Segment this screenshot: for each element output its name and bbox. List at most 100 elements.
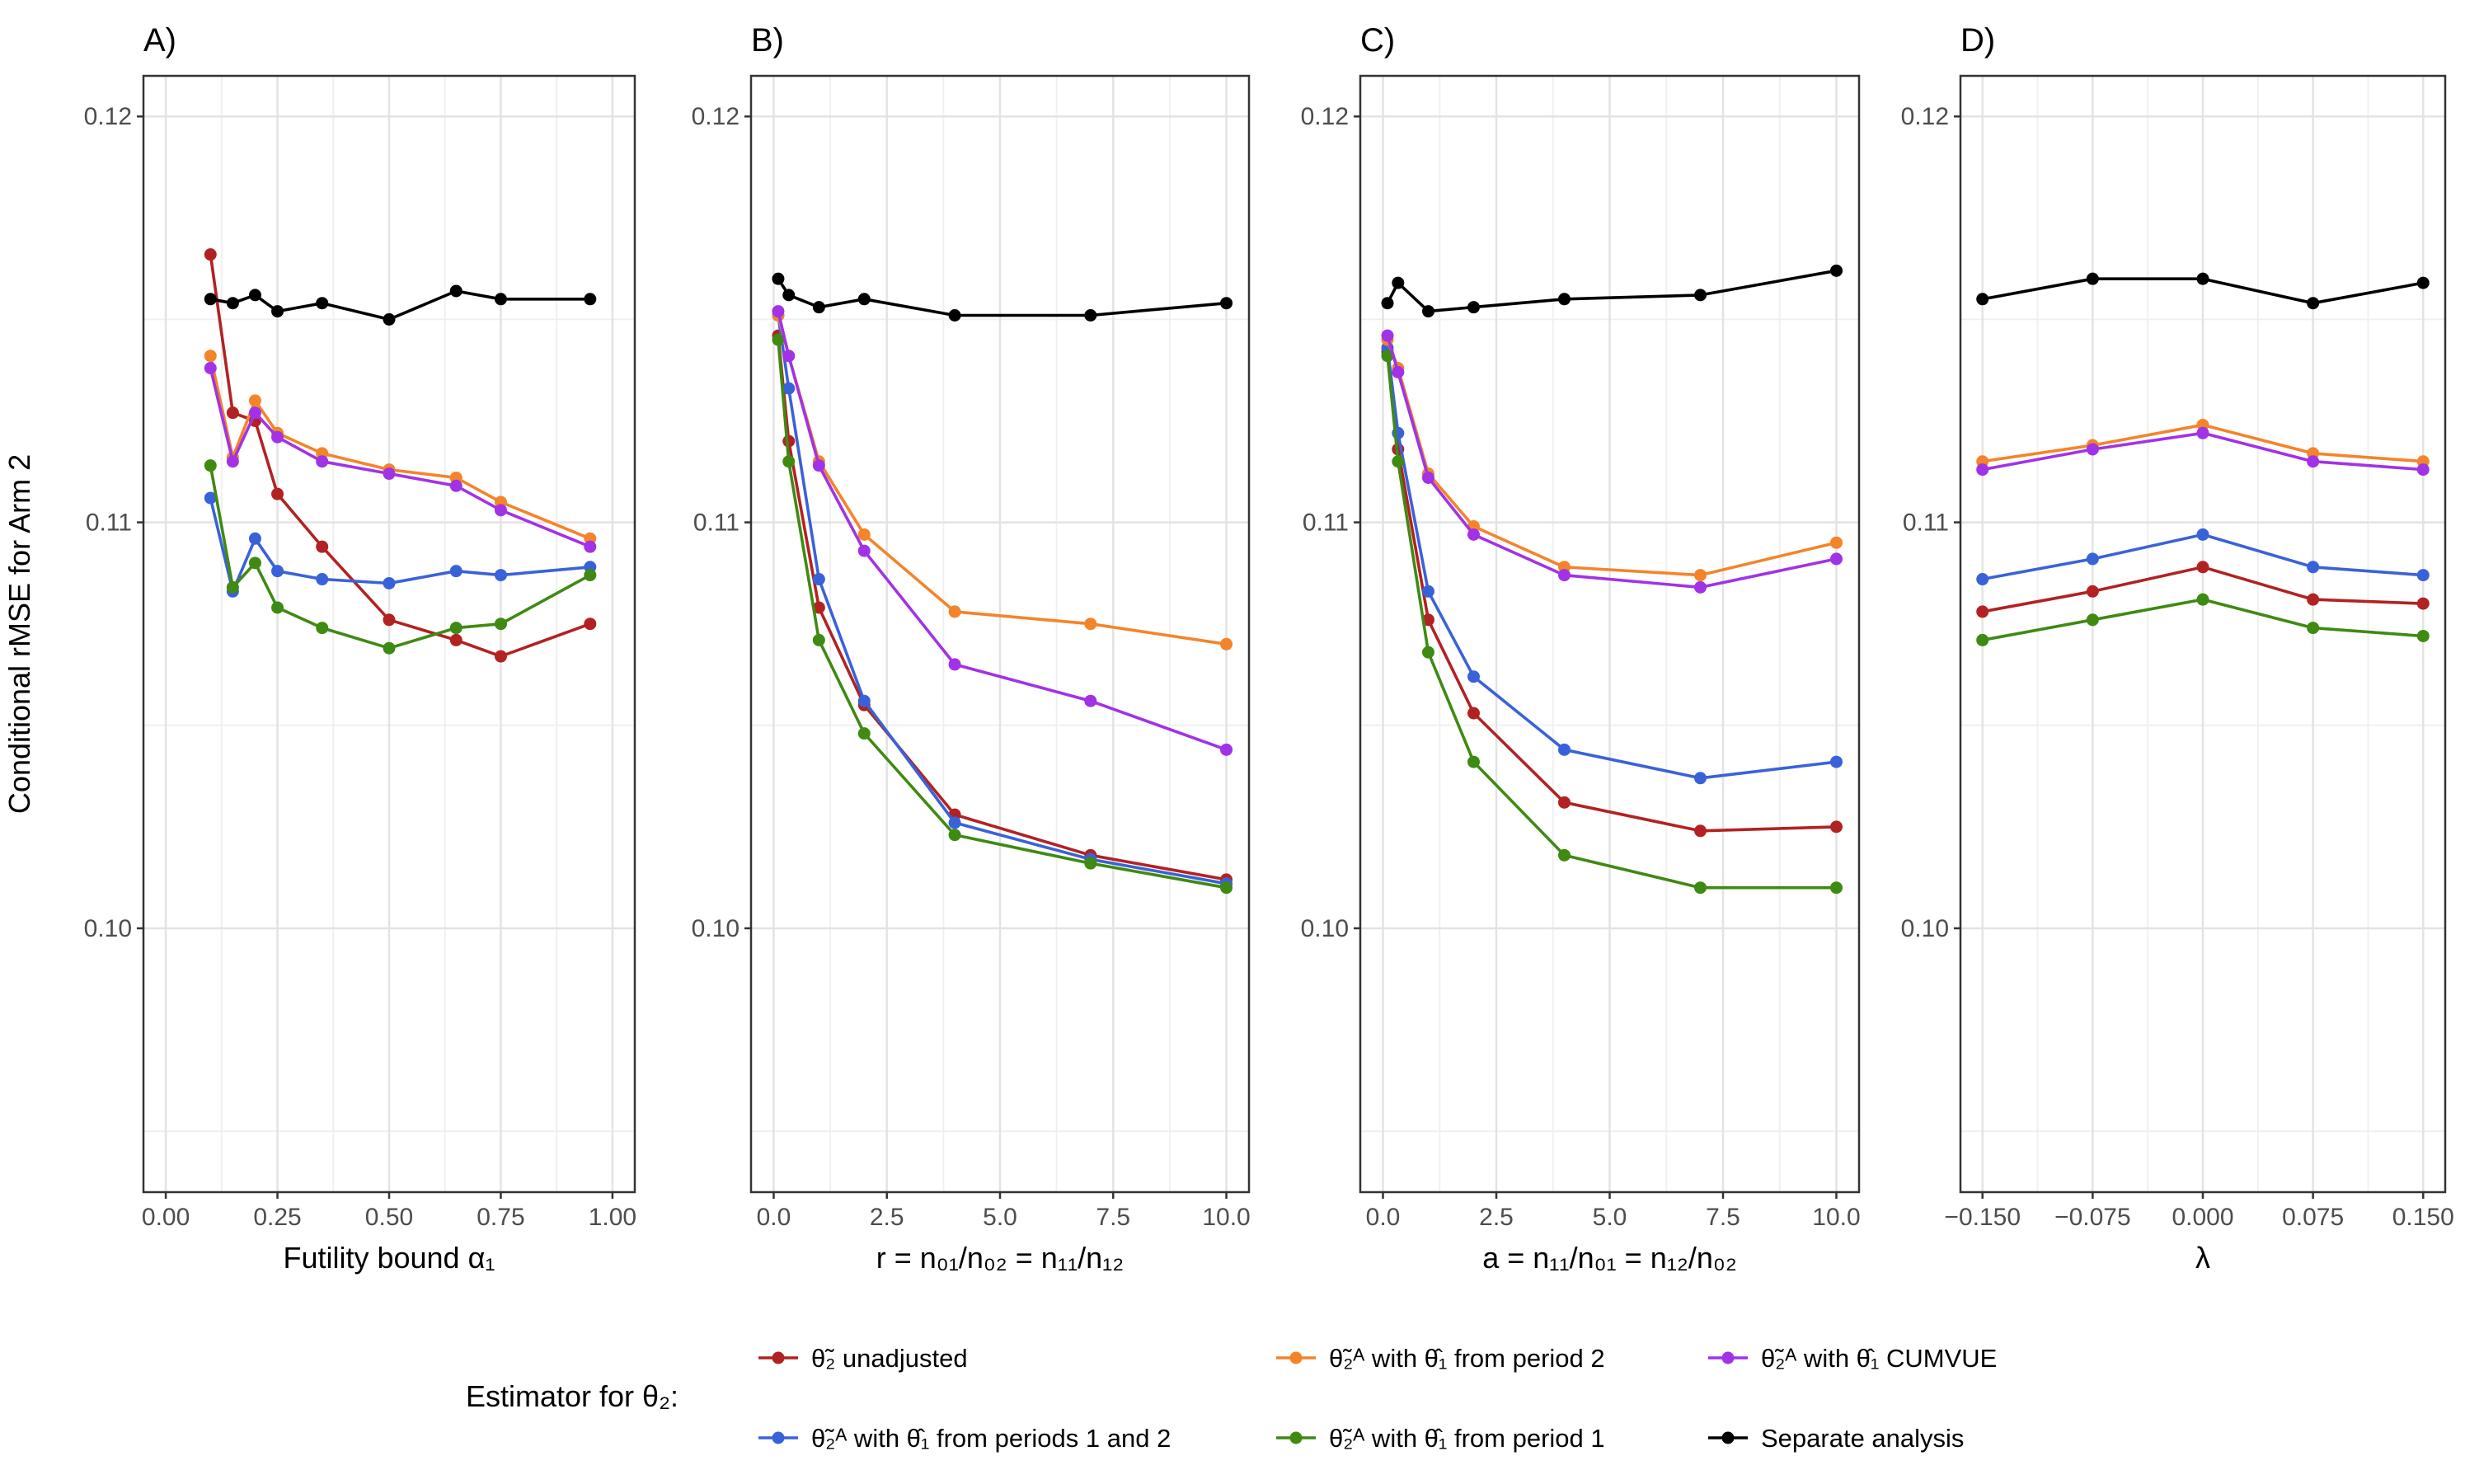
data-point [1558,293,1571,306]
data-point [226,580,239,594]
data-point [772,333,785,346]
data-point [2307,455,2320,468]
data-point [316,455,329,468]
y-axis-title: Conditional rMSE for Arm 2 [2,454,36,814]
data-point [1694,824,1707,838]
panel-b: 0.10 0.11 0.12 0.0 2.5 5.0 7.5 10.0 B) r = n₀₁/n₀… [692,22,1251,1275]
legend-key-point [1289,1431,1303,1444]
data-point [772,272,785,285]
legend-key-point [1721,1351,1735,1364]
data-point [2196,593,2209,606]
data-point [383,641,396,655]
data-point [1558,848,1571,862]
data-point [1558,796,1571,809]
data-point [204,248,217,261]
panel-a: 0.10 0.11 0.12 0.00 0.25 0.50 0.75 1.00 A) Futili… [84,22,636,1275]
data-point [2416,629,2430,642]
data-point [812,633,825,646]
data-point [1467,528,1480,541]
data-point [2196,426,2209,439]
x-tick-label: 0.25 [253,1204,301,1231]
data-point [1381,350,1394,363]
x-tick-label: 0.00 [142,1204,190,1231]
data-point [2196,561,2209,574]
data-point [1976,605,1989,618]
data-point [584,293,597,306]
data-point [316,573,329,586]
data-point [248,289,261,302]
x-tick-label: 0.0 [1366,1204,1401,1231]
data-point [248,406,261,420]
y-tick-label: 0.11 [1303,510,1349,537]
x-tick-label: 0.75 [477,1204,524,1231]
x-tick-label: 0.000 [2172,1204,2233,1231]
data-point [1976,633,1989,646]
series-line [1386,339,1837,577]
series-line [209,289,590,322]
legend-label: Separate analysis [1761,1424,1964,1453]
data-point [857,727,871,740]
data-point [271,487,284,500]
series-line [777,315,1227,646]
data-point [383,576,396,589]
x-tick-label: 5.0 [1593,1204,1627,1231]
data-point [1467,301,1480,314]
data-point [383,312,396,326]
data-point [494,650,507,663]
data-point [2086,443,2099,456]
x-tick-label: 10.0 [1812,1204,1860,1231]
data-point [2086,585,2099,598]
series-line [209,497,590,594]
data-point [812,301,825,314]
data-point [1558,569,1571,582]
data-point [248,394,261,407]
data-point [2416,276,2430,289]
x-axis-title: λ [2195,1241,2210,1275]
data-point [782,455,796,468]
data-point [1220,297,1233,310]
data-point [584,618,597,631]
data-point [857,293,871,306]
data-point [2086,613,2099,627]
legend-item: θ̃₂ᴬ with θ̂₁ from period 2 [1276,1344,1605,1373]
data-point [1694,289,1707,302]
data-point [2307,297,2320,310]
x-tick-label: 0.50 [365,1204,413,1231]
x-tick-label: 2.5 [870,1204,904,1231]
x-tick-label: 5.0 [983,1204,1017,1231]
y-tick-label: 0.10 [1301,915,1349,942]
panel-label: B) [751,22,784,59]
legend-title: Estimator for θ₂: [466,1379,678,1413]
data-point [948,658,961,671]
data-point [782,350,796,363]
data-point [948,308,961,322]
x-tick-label: 7.5 [1096,1204,1130,1231]
x-tick-label: 2.5 [1479,1204,1514,1231]
data-point [494,618,507,631]
panel-label: C) [1360,22,1395,59]
x-tick-label: 1.00 [589,1204,636,1231]
data-point [1694,569,1707,582]
data-point [1422,471,1434,484]
data-point [857,694,871,707]
data-point [1381,329,1394,342]
x-tick-label: −0.150 [1944,1204,2021,1231]
series-line [777,335,1227,881]
data-point [1084,618,1097,631]
data-point [449,284,462,298]
x-axis-title: Futility bound α₁ [283,1241,495,1275]
data-point [449,565,462,578]
y-tick-label: 0.11 [86,510,132,537]
data-point [1467,755,1480,768]
series-line [777,311,1228,751]
data-point [204,350,217,363]
data-point [857,544,871,557]
x-tick-label: 0.150 [2392,1204,2454,1231]
legend-label: θ̃₂ᴬ with θ̂₁ CUMVUE [1761,1344,1997,1373]
data-point [1830,755,1843,768]
legend-label: θ̃₂ᴬ with θ̂₁ from periods 1 and 2 [811,1424,1171,1453]
y-tick-label: 0.12 [692,103,740,130]
data-point [383,613,396,627]
panel-label: D) [1960,22,1995,59]
data-point [204,293,217,306]
